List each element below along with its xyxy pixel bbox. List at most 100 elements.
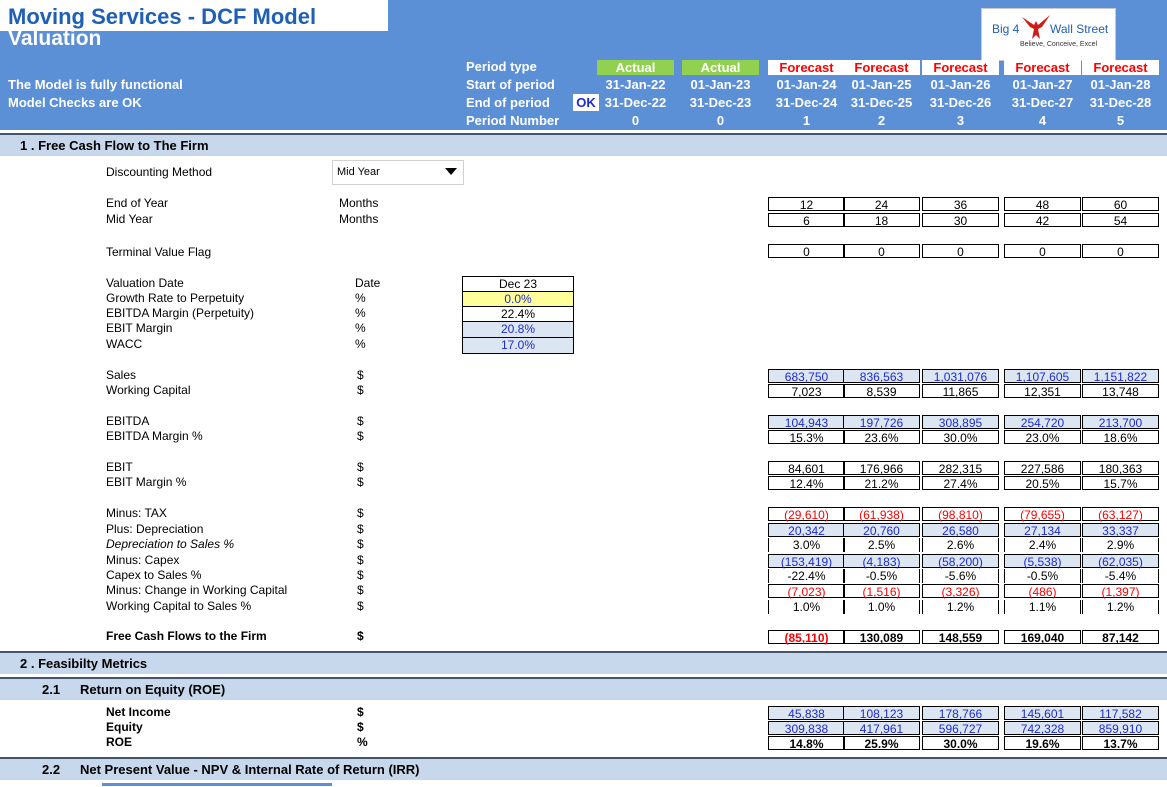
row-0-value-4: 1,151,822 <box>1082 369 1159 384</box>
row-unit-9: $ <box>357 553 364 567</box>
row-11-value-4: (1,397) <box>1082 584 1159 599</box>
timing-1-value-0: 6 <box>768 213 845 228</box>
roe-2-value-2: 30.0% <box>922 736 999 751</box>
row-label-9: Minus: Capex <box>106 553 180 567</box>
roe-1-value-0: 309,838 <box>768 721 845 736</box>
assumption-label-3: EBIT Margin <box>106 321 173 335</box>
assumption-unit-3: % <box>355 321 366 335</box>
period-end-6: 31-Dec-28 <box>1089 95 1152 110</box>
period-type-1: Actual <box>682 60 759 75</box>
row-6-value-3: (79,655) <box>1004 507 1081 522</box>
period-end-1: 31-Dec-23 <box>689 95 752 110</box>
row-3-value-4: 18.6% <box>1082 430 1159 445</box>
terminal-value-value-3: 0 <box>1004 244 1081 259</box>
timing-unit-0: Months <box>339 196 379 210</box>
company-logo: Big 4 Wall Street Believe, Conceive, Exc… <box>981 8 1116 61</box>
roe-0-value-0: 45,838 <box>768 706 845 721</box>
terminal-value-value-4: 0 <box>1082 244 1159 259</box>
row-12-value-2: 1.2% <box>922 600 999 614</box>
timing-label-1: Mid Year <box>106 212 153 226</box>
row-unit-2: $ <box>357 414 364 428</box>
assumption-unit-4: % <box>355 337 366 351</box>
timing-0-value-4: 60 <box>1082 197 1159 212</box>
row-8-value-3: 2.4% <box>1004 538 1081 552</box>
subsection-2-2-title: Net Present Value - NPV & Internal Rate … <box>80 762 420 777</box>
discounting-method-label: Discounting Method <box>106 165 213 179</box>
subsection-2-1-title: Return on Equity (ROE) <box>80 682 226 697</box>
assumption-input-4[interactable]: 17.0% <box>462 337 574 354</box>
row-0-value-2: 1,031,076 <box>922 369 999 384</box>
row-1-value-1: 8,539 <box>843 384 920 399</box>
row-2-value-1: 197,726 <box>843 415 920 430</box>
row-unit-3: $ <box>357 429 364 443</box>
row-13-value-1: 130,089 <box>843 630 920 645</box>
row-6-value-2: (98,810) <box>922 507 999 522</box>
subsection-2-2-num: 2.2 <box>42 762 61 777</box>
period-start-1: 01-Jan-23 <box>690 77 751 92</box>
row-label-7: Plus: Depreciation <box>106 522 204 536</box>
period-end-0: 31-Dec-22 <box>604 95 667 110</box>
row-11-value-1: (1,516) <box>843 584 920 599</box>
assumption-unit-0: Date <box>355 276 381 290</box>
assumption-input-3[interactable]: 20.8% <box>462 321 574 338</box>
row-12-value-1: 1.0% <box>843 600 920 614</box>
row-8-value-4: 2.9% <box>1082 538 1159 552</box>
row-unit-7: $ <box>357 522 364 536</box>
section-feasibility-metrics: 2 . Feasibilty Metrics <box>0 651 1167 674</box>
discounting-method-value: Mid Year <box>337 166 380 178</box>
row-6-value-0: (29,610) <box>768 507 845 522</box>
roe-1-value-2: 596,727 <box>922 721 999 736</box>
logo-text-left: Big 4 <box>992 22 1020 36</box>
roe-2-value-0: 14.8% <box>768 736 845 751</box>
roe-unit-0: $ <box>357 705 364 719</box>
subsection-roe: 2.1 Return on Equity (ROE) <box>0 677 1167 700</box>
period-num-5: 4 <box>1038 113 1047 128</box>
row-2-value-2: 308,895 <box>922 415 999 430</box>
terminal-value-value-0: 0 <box>768 244 845 259</box>
row-label-2: EBITDA <box>106 414 150 428</box>
row-3-value-1: 23.6% <box>843 430 920 445</box>
row-label-8: Depreciation to Sales % <box>106 537 235 551</box>
row-11-value-2: (3,326) <box>922 584 999 599</box>
row-7-value-1: 20,760 <box>843 523 920 538</box>
timing-0-value-2: 36 <box>922 197 999 212</box>
period-type-0: Actual <box>597 60 674 75</box>
page-subtitle: Valuation <box>8 27 102 50</box>
section-2-title: 2 . Feasibilty Metrics <box>20 656 148 671</box>
assumption-input-2[interactable]: 22.4% <box>462 306 574 323</box>
row-0-value-0: 683,750 <box>768 369 845 384</box>
row-label-12: Working Capital to Sales % <box>106 599 252 613</box>
row-1-value-0: 7,023 <box>768 384 845 399</box>
row-5-value-3: 20.5% <box>1004 476 1081 491</box>
row-unit-12: $ <box>357 599 364 613</box>
row-unit-0: $ <box>357 368 364 382</box>
timing-0-value-3: 48 <box>1004 197 1081 212</box>
discounting-method-dropdown[interactable]: Mid Year <box>332 160 464 185</box>
roe-0-value-2: 178,766 <box>922 706 999 721</box>
roe-2-value-1: 25.9% <box>843 736 920 751</box>
row-10-value-0: -22.4% <box>768 569 845 583</box>
label-end-of-period: End of period <box>466 95 550 110</box>
assumption-unit-2: % <box>355 306 366 320</box>
assumption-label-2: EBITDA Margin (Perpetuity) <box>106 306 255 320</box>
row-12-value-0: 1.0% <box>768 600 845 614</box>
model-status: The Model is fully functional <box>8 77 183 92</box>
row-unit-5: $ <box>357 475 364 489</box>
assumption-unit-1: % <box>355 291 366 305</box>
terminal-value-label: Terminal Value Flag <box>106 245 212 259</box>
timing-0-value-1: 24 <box>843 197 920 212</box>
roe-2-value-3: 19.6% <box>1004 736 1081 751</box>
period-num-3: 2 <box>877 113 886 128</box>
row-9-value-0: (153,419) <box>768 554 845 569</box>
period-num-1: 0 <box>716 113 725 128</box>
logo-tagline: Believe, Conceive, Excel <box>1020 41 1098 48</box>
row-11-value-0: (7,023) <box>768 584 845 599</box>
timing-1-value-3: 42 <box>1004 213 1081 228</box>
label-start-of-period: Start of period <box>466 77 555 92</box>
row-2-value-0: 104,943 <box>768 415 845 430</box>
chevron-down-icon[interactable] <box>445 168 457 175</box>
row-3-value-0: 15.3% <box>768 430 845 445</box>
assumption-input-0[interactable]: Dec 23 <box>462 276 574 293</box>
subsection-npv-irr: 2.2 Net Present Value - NPV & Internal R… <box>0 757 1167 780</box>
row-5-value-1: 21.2% <box>843 476 920 491</box>
